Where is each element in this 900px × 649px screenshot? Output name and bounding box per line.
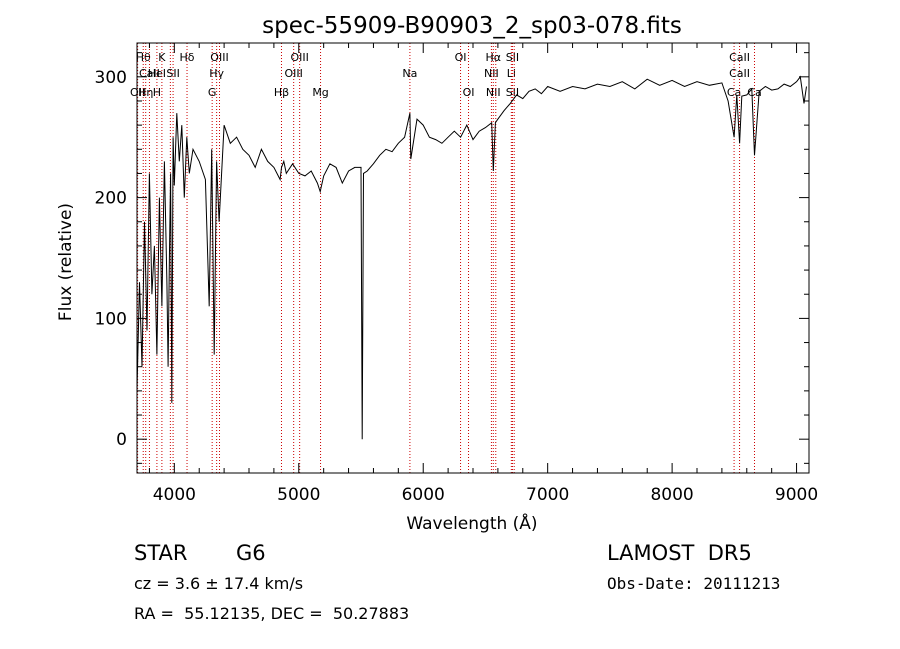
- coordinates: RA = 55.12135, DEC = 50.27883: [134, 604, 410, 623]
- marker-label-4-2: H: [153, 86, 161, 99]
- marker-label-15-2: Mg: [312, 86, 328, 99]
- marker-label-0-2: OII: [130, 86, 145, 99]
- marker-label-11-0: OIII: [210, 51, 228, 64]
- object-class: STAR: [134, 541, 188, 565]
- marker-label-7-1: SII: [166, 67, 179, 80]
- marker-label-1-0: Hθ: [136, 51, 151, 64]
- y-tick-300: 300: [95, 68, 127, 88]
- marker-label-14-0: OIII: [290, 51, 308, 64]
- y-axis-label: Flux (relative): [56, 203, 76, 321]
- redshift-text: cz = 3.6 ± 17.4 km/s: [134, 574, 304, 593]
- x-tick-5000: 5000: [277, 485, 320, 505]
- marker-label-26-1: CaII: [729, 67, 750, 80]
- y-tick-0: 0: [116, 430, 127, 450]
- marker-label-13-1: OIII: [284, 67, 302, 80]
- x-tick-8000: 8000: [650, 485, 693, 505]
- x-tick-6000: 6000: [402, 485, 445, 505]
- marker-label-17-0: OI: [455, 51, 467, 64]
- marker-label-5-0: K: [158, 51, 166, 64]
- marker-label-2-2: Hη: [138, 86, 153, 99]
- marker-label-23-0: SII: [506, 51, 519, 64]
- x-tick-7000: 7000: [526, 485, 569, 505]
- obs-date: Obs-Date: 20111213: [607, 574, 781, 593]
- marker-label-23-2: SII: [506, 86, 519, 99]
- y-tick-100: 100: [95, 309, 127, 329]
- marker-label-10-1: Hγ: [209, 67, 224, 80]
- x-axis: 4000 5000 6000 7000 8000 9000: [148, 43, 818, 505]
- marker-label-25-2: Ca: [727, 86, 741, 99]
- emission-line-markers: OIIHθHηCaIIHeIHKSIIHδGHγOIIIHβOIIIOIIIMg…: [130, 43, 762, 473]
- plot-frame: [136, 42, 810, 474]
- survey-name: LAMOST DR5: [607, 541, 752, 565]
- marker-label-22-1: Li: [507, 67, 516, 80]
- marker-label-20-0: Hα: [486, 51, 502, 64]
- subclass: G6: [236, 541, 266, 565]
- marker-label-26-0: CaII: [729, 51, 750, 64]
- y-tick-200: 200: [95, 189, 127, 209]
- marker-label-18-2: OI: [463, 86, 475, 99]
- x-axis-label: Wavelength (Å): [406, 512, 537, 534]
- marker-label-12-2: Hβ: [274, 86, 289, 99]
- spectrum-line: [136, 75, 807, 440]
- marker-label-20-2: NII: [486, 86, 501, 99]
- marker-label-16-1: Na: [402, 67, 417, 80]
- y-axis: 0 100 200 300: [95, 52, 809, 464]
- marker-label-8-0: Hδ: [180, 51, 195, 64]
- marker-label-19-1: NII: [484, 67, 499, 80]
- x-tick-9000: 9000: [775, 485, 818, 505]
- x-tick-4000: 4000: [153, 485, 196, 505]
- chart-title: spec-55909-B90903_2_sp03-078.fits: [262, 13, 682, 39]
- marker-label-9-2: G: [208, 86, 217, 99]
- marker-label-4-1: HeI: [148, 67, 166, 80]
